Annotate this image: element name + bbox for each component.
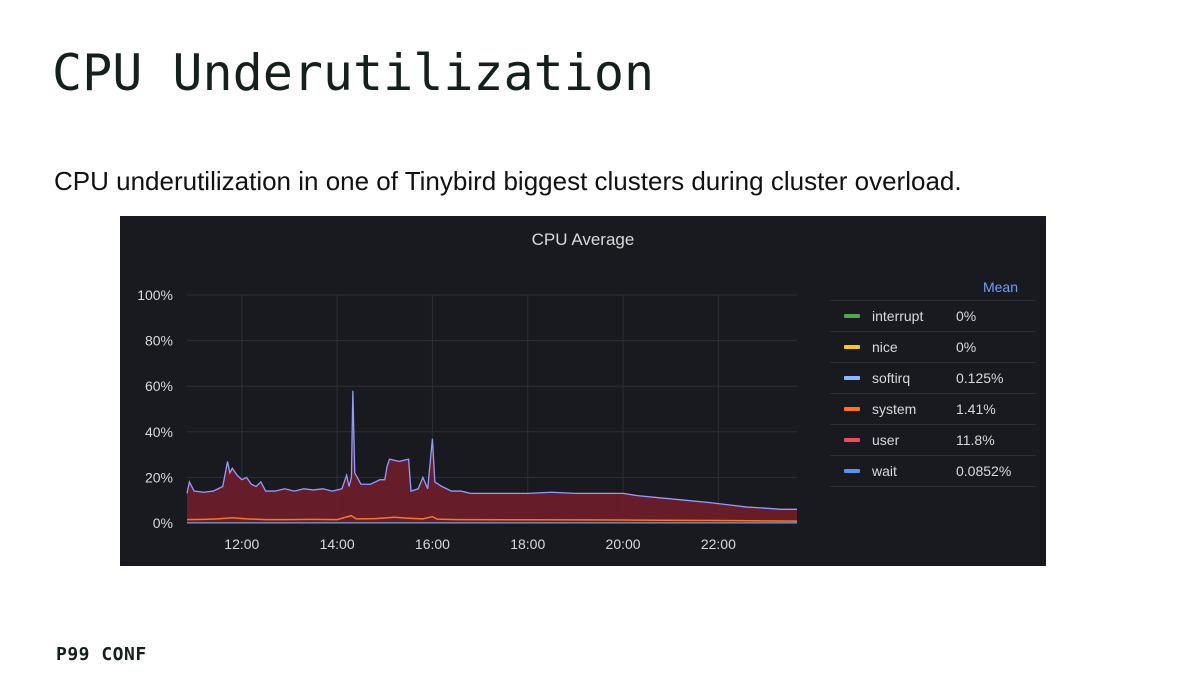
x-tick-label: 16:00 xyxy=(415,536,450,552)
series-user-area xyxy=(187,390,797,523)
legend-series-name: softirq xyxy=(872,370,911,386)
series-system-line xyxy=(186,514,798,522)
chart-legend: Mean interrupt 0% nice 0% softirq 0.125% syste… xyxy=(830,274,1036,487)
legend-item-nice[interactable]: nice 0% xyxy=(830,332,1036,363)
legend-series-mean: 0.0852% xyxy=(956,463,1012,479)
legend-series-name: interrupt xyxy=(872,308,924,324)
legend-series-name: system xyxy=(872,401,917,417)
legend-series-mean: 0% xyxy=(956,308,977,324)
legend-swatch xyxy=(844,314,860,318)
legend-swatch xyxy=(844,407,860,411)
chart-title: CPU Average xyxy=(531,230,635,249)
legend-item-user[interactable]: user 11.8% xyxy=(830,425,1036,456)
legend-swatch xyxy=(844,376,860,380)
cpu-average-chart: 0% 20% 40% 60% 80% 100% 12:00 14:00 16:00 18:00 20… xyxy=(137,287,798,552)
x-tick-label: 14:00 xyxy=(320,536,355,552)
legend-series-mean: 11.8% xyxy=(956,432,995,448)
slide-subtitle: CPU underutilization in one of Tinybird … xyxy=(54,166,962,196)
series-total-line xyxy=(186,390,797,510)
legend-series-name: nice xyxy=(872,339,898,355)
legend-mean-header[interactable]: Mean xyxy=(830,274,1036,301)
legend-item-softirq[interactable]: softirq 0.125% xyxy=(830,363,1036,394)
slide-title: CPU Underutilization xyxy=(52,44,655,102)
legend-item-wait[interactable]: wait 0.0852% xyxy=(830,456,1036,487)
legend-swatch xyxy=(844,469,860,473)
legend-item-interrupt[interactable]: interrupt 0% xyxy=(830,301,1036,332)
chart-panel: CPU Average 0% 20% 40% 60% 80% 100% 12:00 14:00… xyxy=(120,216,1046,566)
y-tick-label: 20% xyxy=(145,469,173,485)
legend-series-mean: 0.125% xyxy=(956,370,1004,386)
legend-series-mean: 1.41% xyxy=(956,401,996,417)
y-tick-label: 40% xyxy=(145,424,173,440)
p99-conf-logo: P99 CONF xyxy=(56,644,147,665)
x-tick-label: 20:00 xyxy=(606,536,641,552)
y-tick-label: 60% xyxy=(145,378,173,394)
y-tick-label: 0% xyxy=(153,515,173,531)
legend-series-name: wait xyxy=(872,463,897,479)
legend-series-name: user xyxy=(872,432,900,448)
legend-swatch xyxy=(844,438,860,442)
y-tick-label: 80% xyxy=(145,333,173,349)
x-tick-label: 12:00 xyxy=(224,536,259,552)
x-tick-label: 18:00 xyxy=(510,536,545,552)
legend-series-mean: 0% xyxy=(956,339,977,355)
x-tick-label: 22:00 xyxy=(701,536,736,552)
y-tick-label: 100% xyxy=(137,287,173,303)
legend-item-system[interactable]: system 1.41% xyxy=(830,394,1036,425)
legend-swatch xyxy=(844,345,860,349)
